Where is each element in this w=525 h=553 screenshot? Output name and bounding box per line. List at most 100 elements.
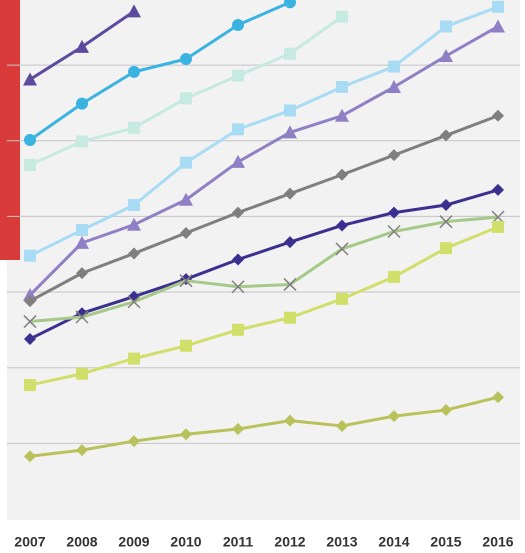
series [24, 183, 504, 345]
marker [335, 108, 349, 122]
series-line [29, 188, 499, 341]
lines [23, 0, 505, 463]
marker [284, 414, 296, 427]
x-tick-label: 2012 [274, 534, 305, 550]
marker [76, 367, 88, 380]
x-tick-label: 2007 [14, 534, 45, 550]
side-decoration [0, 0, 20, 260]
marker [24, 158, 36, 171]
series-line [29, 5, 499, 258]
marker [24, 332, 36, 345]
marker [388, 270, 400, 283]
x-tick-label: 2016 [482, 534, 513, 550]
marker [24, 450, 36, 463]
marker [76, 135, 88, 148]
marker [491, 19, 505, 33]
marker [492, 183, 504, 196]
marker [231, 280, 245, 294]
marker [232, 253, 244, 266]
marker [76, 267, 88, 280]
x-tick-label: 2015 [430, 534, 461, 550]
marker [336, 219, 348, 232]
marker [284, 47, 296, 60]
series-line [29, 215, 499, 324]
series [24, 391, 504, 463]
marker [388, 149, 400, 162]
marker [128, 65, 140, 78]
marker [284, 0, 296, 9]
marker [492, 391, 504, 404]
series-line [29, 395, 499, 458]
marker [440, 404, 452, 417]
series-line [29, 0, 291, 142]
marker [127, 295, 141, 309]
marker [180, 339, 192, 352]
marker [388, 206, 400, 219]
series [24, 0, 504, 262]
series [24, 0, 296, 146]
marker [232, 69, 244, 82]
marker [440, 199, 452, 212]
marker [231, 154, 245, 168]
marker [284, 311, 296, 324]
marker [128, 247, 140, 260]
marker [284, 104, 296, 117]
marker [440, 242, 452, 255]
marker [179, 192, 193, 206]
series [24, 220, 504, 392]
marker [283, 125, 297, 139]
x-tick-label: 2014 [378, 534, 409, 550]
marker [492, 109, 504, 122]
marker [76, 97, 88, 110]
series-line [29, 114, 499, 303]
marker [336, 10, 348, 23]
marker [76, 444, 88, 457]
series [23, 4, 141, 86]
marker [232, 206, 244, 219]
marker [179, 274, 193, 288]
marker [439, 48, 453, 62]
marker [232, 123, 244, 136]
marker [128, 435, 140, 448]
marker [335, 242, 349, 256]
x-tick-label: 2009 [118, 534, 149, 550]
marker [128, 121, 140, 134]
marker [492, 220, 504, 233]
marker [23, 315, 37, 329]
marker [180, 428, 192, 441]
marker [232, 323, 244, 336]
series [24, 109, 504, 308]
marker [492, 0, 504, 13]
marker [180, 53, 192, 66]
marker [180, 156, 192, 169]
series-line [29, 225, 499, 387]
marker [283, 277, 297, 291]
marker [24, 133, 36, 146]
marker [284, 236, 296, 249]
marker [24, 379, 36, 392]
series [23, 210, 505, 329]
marker [336, 292, 348, 305]
x-tick-label: 2010 [170, 534, 201, 550]
x-axis: 2007 2008 2009 2010 2011 2012 2013 2014 2015 2016 [14, 534, 513, 550]
marker [127, 217, 141, 231]
marker [387, 80, 401, 94]
marker [24, 249, 36, 262]
series-line [28, 25, 499, 297]
marker [439, 215, 453, 229]
marker [336, 81, 348, 94]
marker [75, 39, 89, 53]
marker [76, 223, 88, 236]
marker [23, 72, 37, 86]
marker [336, 168, 348, 181]
marker [387, 224, 401, 239]
x-tick-label: 2008 [66, 534, 97, 550]
marker [128, 199, 140, 212]
plot-area [7, 0, 520, 520]
marker [388, 60, 400, 73]
marker [75, 310, 89, 324]
marker [128, 352, 140, 365]
marker [440, 20, 452, 33]
marker [180, 92, 192, 105]
